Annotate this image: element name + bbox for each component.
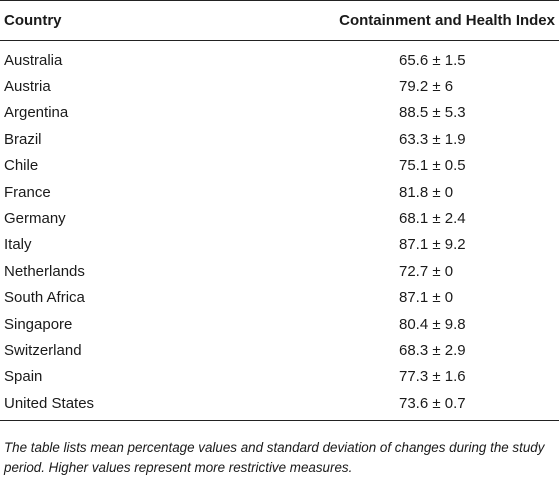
country-cell: Brazil <box>4 130 42 148</box>
index-cell: 73.6 ± 0.7 <box>399 394 466 412</box>
country-cell: Italy <box>4 236 32 254</box>
country-cell: United States <box>4 394 95 412</box>
country-cell: France <box>4 183 51 201</box>
country-cell: Chile <box>4 157 39 175</box>
table-row: United States 73.6 ± 0.7 <box>0 390 559 416</box>
index-cell: 72.7 ± 0 <box>399 262 454 280</box>
index-cell: 80.4 ± 9.8 <box>399 315 466 333</box>
table-row: Brazil 63.3 ± 1.9 <box>0 126 559 152</box>
table-header-rule <box>0 40 559 41</box>
country-cell: Singapore <box>4 315 73 333</box>
country-cell: Netherlands <box>4 262 85 280</box>
table-row: France 81.8 ± 0 <box>0 179 559 205</box>
country-cell: Switzerland <box>4 341 82 359</box>
index-cell: 68.3 ± 2.9 <box>399 341 466 359</box>
country-cell: South Africa <box>4 289 85 307</box>
table-row: Singapore 80.4 ± 9.8 <box>0 311 559 337</box>
country-cell: Spain <box>4 368 43 386</box>
header-country: Country <box>4 12 62 29</box>
table-footnote: The table lists mean percentage values a… <box>4 440 545 475</box>
data-table: Country Containment and Health Index Aus… <box>0 0 559 422</box>
table-top-rule <box>0 0 559 1</box>
index-cell: 63.3 ± 1.9 <box>399 130 466 148</box>
index-cell: 68.1 ± 2.4 <box>399 210 466 228</box>
table-row: Argentina 88.5 ± 5.3 <box>0 100 559 126</box>
table-row: Netherlands 72.7 ± 0 <box>0 258 559 284</box>
country-cell: Australia <box>4 51 63 69</box>
table-row: Australia 65.6 ± 1.5 <box>0 47 559 73</box>
index-cell: 75.1 ± 0.5 <box>399 157 466 175</box>
table-row: Switzerland 68.3 ± 2.9 <box>0 337 559 363</box>
table-bottom-rule <box>0 420 559 422</box>
country-cell: Germany <box>4 210 66 228</box>
table-row: Chile 75.1 ± 0.5 <box>0 153 559 179</box>
table-row: Austria 79.2 ± 6 <box>0 73 559 99</box>
header-containment-index: Containment and Health Index <box>339 12 555 29</box>
table-header: Country Containment and Health Index <box>0 1 559 40</box>
country-cell: Argentina <box>4 104 69 122</box>
table-row: Italy 87.1 ± 9.2 <box>0 232 559 258</box>
index-cell: 88.5 ± 5.3 <box>399 104 466 122</box>
index-cell: 79.2 ± 6 <box>399 78 454 96</box>
table-row: Spain 77.3 ± 1.6 <box>0 364 559 390</box>
table-row: South Africa 87.1 ± 0 <box>0 285 559 311</box>
index-cell: 87.1 ± 0 <box>399 289 454 307</box>
index-cell: 87.1 ± 9.2 <box>399 236 466 254</box>
index-cell: 77.3 ± 1.6 <box>399 368 466 386</box>
country-cell: Austria <box>4 78 51 96</box>
table-row: Germany 68.1 ± 2.4 <box>0 205 559 231</box>
index-cell: 81.8 ± 0 <box>399 183 454 201</box>
index-cell: 65.6 ± 1.5 <box>399 51 466 69</box>
table-body: Australia 65.6 ± 1.5 Austria 79.2 ± 6 Ar… <box>0 41 559 420</box>
